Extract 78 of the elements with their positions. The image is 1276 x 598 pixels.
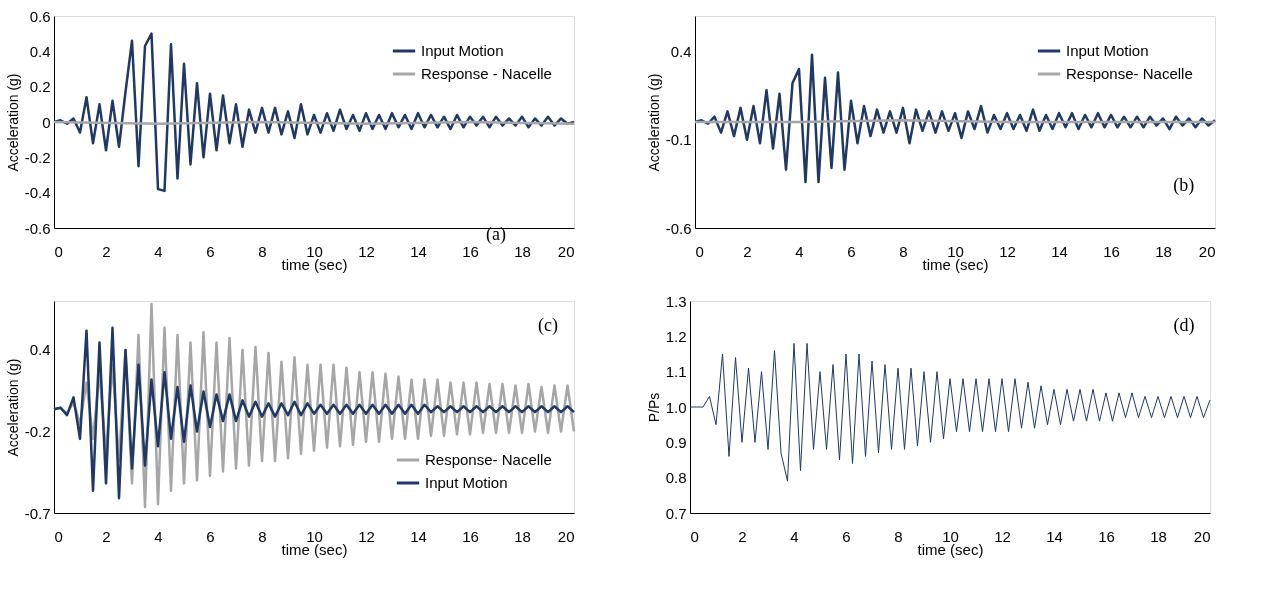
x-tick-label: 12 [999,242,1016,260]
legend-label: Response - Nacelle [421,65,552,82]
x-tick-label: 0 [54,242,63,260]
x-tick-label: 4 [795,242,804,260]
legend-label: Input Motion [421,42,504,59]
annotation: (a) [486,224,506,246]
y-tick-label: 0.4 [29,42,51,60]
x-tick-label: 12 [358,242,375,260]
x-tick-label: 6 [206,242,215,260]
y-axis-title: P/Ps [645,392,662,423]
line-series [689,342,1211,482]
x-tick-label: 10 [942,527,959,545]
y-tick-label: 0.9 [665,433,687,451]
x-tick-label: 16 [462,242,479,260]
y-tick-label: 1.0 [665,398,687,416]
y-tick-label: -0.2 [24,422,51,440]
y-axis-title: Acceleration (g) [4,73,21,172]
x-tick-label: 14 [1046,527,1063,545]
x-tick-label: 12 [994,527,1011,545]
x-tick-label: 20 [557,527,575,545]
x-tick-label: 2 [738,527,747,545]
x-tick-label: 18 [514,242,531,260]
x-tick-label: 16 [462,527,479,545]
y-tick-label: -0.7 [24,504,51,522]
x-tick-label: 12 [358,527,375,545]
y-tick-label: 0 [42,113,51,131]
legend-label: Response- Nacelle [1066,65,1193,82]
x-tick-label: 20 [1198,242,1216,260]
x-tick-label: 8 [894,527,903,545]
x-tick-label: 0 [695,242,704,260]
x-tick-label: 14 [410,527,427,545]
x-tick-label: 18 [514,527,531,545]
x-tick-label: 10 [306,242,323,260]
y-tick-label: -0.4 [24,184,51,202]
y-axis-title: Acceleration (g) [4,358,21,457]
x-tick-label: 18 [1155,242,1172,260]
x-tick-label: 6 [842,527,851,545]
y-tick-label: 0.4 [29,341,51,359]
y-tick-label: 0.2 [29,78,51,96]
x-tick-label: 2 [743,242,752,260]
x-tick-label: 2 [102,527,111,545]
x-tick-label: 0 [54,527,63,545]
annotation: (b) [1173,174,1195,196]
y-tick-label: 0.6 [29,7,51,25]
y-axis-title: Acceleration (g) [645,73,662,172]
x-tick-label: 4 [154,242,163,260]
x-tick-label: 4 [790,527,799,545]
x-tick-label: 8 [258,527,267,545]
y-tick-label: 1.3 [665,292,687,310]
x-tick-label: 8 [258,242,267,260]
x-tick-label: 20 [1193,527,1211,545]
legend-label: Input Motion [1066,42,1149,59]
y-tick-label: 0.4 [670,42,692,60]
y-tick-label: 0.8 [665,469,687,487]
annotation: (d) [1173,315,1195,337]
y-tick-label: -0.6 [24,219,51,237]
x-tick-label: 14 [410,242,427,260]
x-tick-label: 16 [1098,527,1115,545]
x-tick-label: 16 [1103,242,1120,260]
y-tick-label: -0.2 [24,148,51,166]
x-tick-label: 6 [847,242,856,260]
x-tick-label: 8 [899,242,908,260]
legend-label: Response- Nacelle [425,451,552,468]
x-tick-label: 18 [1150,527,1167,545]
x-tick-label: 10 [947,242,964,260]
x-tick-label: 4 [154,527,163,545]
y-tick-label: -0.6 [665,219,692,237]
x-tick-label: 6 [206,527,215,545]
annotation: (c) [538,315,558,337]
x-tick-label: 2 [102,242,111,260]
y-tick-label: 1.1 [665,363,687,381]
x-tick-label: 14 [1051,242,1068,260]
y-tick-label: 0.7 [665,504,687,522]
legend-label: Input Motion [425,474,508,491]
y-tick-label: -0.1 [665,131,692,149]
x-tick-label: 10 [306,527,323,545]
x-tick-label: 20 [557,242,575,260]
y-tick-label: 1.2 [665,327,687,345]
